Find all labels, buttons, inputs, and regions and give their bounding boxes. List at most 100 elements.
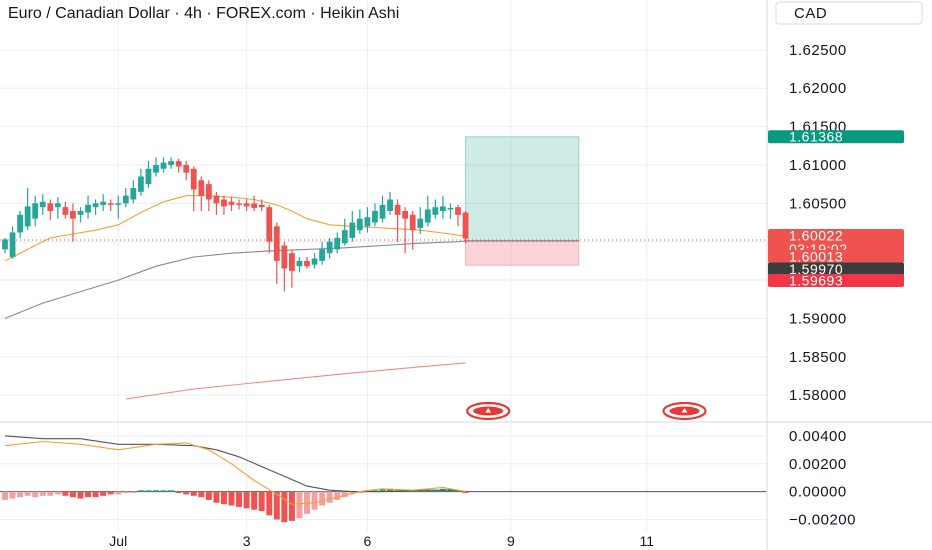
candle[interactable] xyxy=(175,158,182,173)
candle[interactable] xyxy=(39,194,46,215)
macd-pane[interactable] xyxy=(0,435,767,523)
candle-body xyxy=(62,207,69,215)
candle[interactable] xyxy=(341,218,348,246)
candle-body xyxy=(364,217,371,227)
currency-button[interactable] xyxy=(775,1,923,25)
candle[interactable] xyxy=(62,201,69,219)
macd-histogram-bar xyxy=(115,491,122,495)
candle[interactable] xyxy=(32,195,39,227)
candle[interactable] xyxy=(424,195,431,227)
signal-line xyxy=(4,440,466,505)
candle[interactable] xyxy=(47,199,54,221)
candle[interactable] xyxy=(394,199,401,242)
candle[interactable] xyxy=(447,203,454,219)
candle[interactable] xyxy=(440,195,446,219)
candle[interactable] xyxy=(17,211,23,238)
macd-scale[interactable]: 0.00400 0.00200 0.00000 −0.00200 xyxy=(789,428,856,529)
candle-body xyxy=(447,207,454,210)
candle[interactable] xyxy=(107,199,114,211)
profit-zone[interactable] xyxy=(465,136,580,242)
candle[interactable] xyxy=(432,199,439,219)
candle[interactable] xyxy=(311,253,318,269)
candle[interactable] xyxy=(258,199,265,211)
candle-body xyxy=(92,203,99,208)
candle[interactable] xyxy=(122,187,129,208)
candle-body xyxy=(145,168,152,185)
candle[interactable] xyxy=(168,157,174,169)
candle[interactable] xyxy=(319,241,325,265)
candle[interactable] xyxy=(183,161,190,181)
candle[interactable] xyxy=(409,211,416,250)
candle[interactable] xyxy=(304,257,310,269)
candle[interactable] xyxy=(334,232,341,254)
candle[interactable] xyxy=(349,211,356,242)
candle-body xyxy=(85,204,91,213)
candle-body xyxy=(409,214,416,231)
candle-body xyxy=(236,203,242,205)
candle[interactable] xyxy=(138,168,144,196)
candle[interactable] xyxy=(92,199,99,215)
event-markers[interactable] xyxy=(466,401,707,421)
price-tag-label: 1.60013 xyxy=(789,249,843,265)
canada-flag-icon[interactable] xyxy=(662,401,707,421)
candle-body xyxy=(387,199,393,211)
candle[interactable] xyxy=(198,176,205,211)
candle[interactable] xyxy=(372,203,378,227)
candle-body xyxy=(304,260,310,267)
macd-histogram-bar xyxy=(54,491,61,495)
candle-body xyxy=(243,203,250,207)
candle[interactable] xyxy=(251,195,258,211)
candle[interactable] xyxy=(115,195,122,219)
candle[interactable] xyxy=(205,180,212,211)
candle[interactable] xyxy=(356,209,363,235)
candle[interactable] xyxy=(455,204,461,227)
candle[interactable] xyxy=(364,207,371,233)
candle[interactable] xyxy=(145,161,152,188)
candle[interactable] xyxy=(236,199,242,210)
macd-histogram-bar xyxy=(243,491,250,509)
candle[interactable] xyxy=(296,257,303,273)
candle[interactable] xyxy=(2,237,8,254)
candle[interactable] xyxy=(70,203,76,242)
candle[interactable] xyxy=(266,204,273,254)
candle[interactable] xyxy=(85,195,91,219)
candle[interactable] xyxy=(24,187,31,231)
candle[interactable] xyxy=(326,237,333,259)
macd-histogram-bar xyxy=(77,491,84,499)
candle[interactable] xyxy=(54,197,61,219)
candle-body xyxy=(115,203,122,205)
loss-zone[interactable] xyxy=(465,240,580,266)
macd-tick-label: 0.00000 xyxy=(789,484,847,501)
price-tick-label: 1.58500 xyxy=(789,349,847,366)
candle[interactable] xyxy=(402,207,409,254)
candle[interactable] xyxy=(281,241,288,292)
candle[interactable] xyxy=(9,226,16,259)
macd-histogram-bar xyxy=(281,491,288,523)
candle[interactable] xyxy=(190,166,197,211)
candle[interactable] xyxy=(100,194,107,211)
long-position-tool[interactable] xyxy=(465,136,580,266)
currency-selector[interactable]: CAD xyxy=(775,1,923,25)
candle[interactable] xyxy=(289,249,295,288)
candle[interactable] xyxy=(153,157,159,177)
canada-flag-icon[interactable] xyxy=(466,401,511,421)
candle[interactable] xyxy=(221,195,227,215)
macd-histogram-bar xyxy=(183,491,190,495)
candle-body xyxy=(168,161,174,165)
price-tag-label: 1.61368 xyxy=(789,129,843,145)
candle[interactable] xyxy=(387,191,393,215)
macd-histogram-bar xyxy=(160,490,167,492)
candle[interactable] xyxy=(417,207,424,235)
candles[interactable] xyxy=(2,157,469,292)
candle[interactable] xyxy=(213,191,220,215)
candle[interactable] xyxy=(243,198,250,211)
candle[interactable] xyxy=(130,180,137,204)
time-scale[interactable]: Jul 3 6 9 11 xyxy=(109,533,654,549)
candle[interactable] xyxy=(160,157,167,173)
candle[interactable] xyxy=(228,197,235,211)
candle[interactable] xyxy=(462,211,469,244)
candle[interactable] xyxy=(273,222,280,284)
candle[interactable] xyxy=(379,195,386,223)
candle[interactable] xyxy=(77,207,84,223)
